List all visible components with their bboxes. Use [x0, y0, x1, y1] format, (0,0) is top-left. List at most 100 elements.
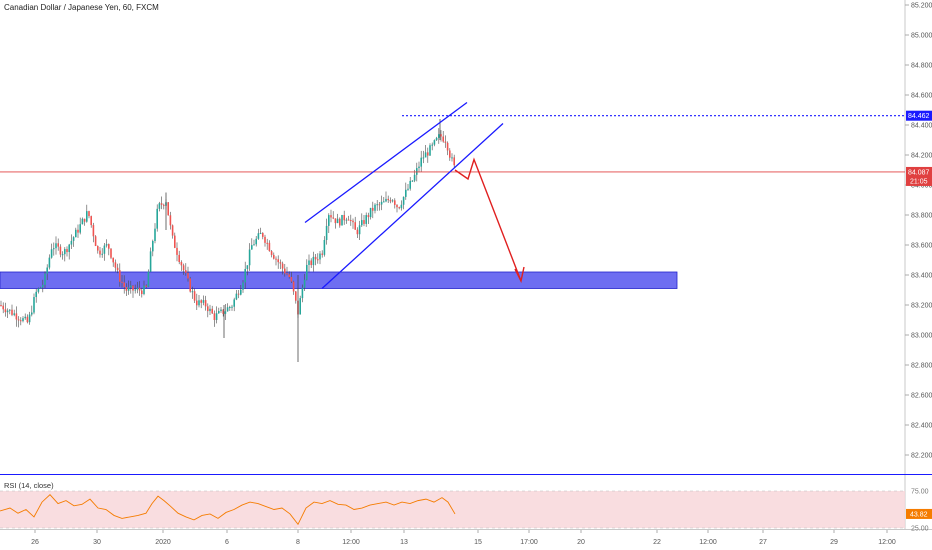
- candle-body: [202, 300, 205, 303]
- candle-body: [431, 144, 433, 146]
- candle-body: [284, 268, 286, 274]
- candle-body: [233, 299, 235, 307]
- candle-body: [277, 259, 279, 263]
- candle-body: [88, 211, 90, 217]
- candle-body: [17, 319, 20, 321]
- time-tick-label: 26: [31, 539, 39, 546]
- candle-body: [222, 309, 224, 314]
- candle-body: [303, 279, 306, 288]
- candle-body: [308, 260, 310, 265]
- candle-body: [13, 313, 15, 315]
- candle-body: [266, 242, 268, 244]
- price-tick-label: 83.600: [911, 243, 932, 250]
- candle-body: [235, 293, 238, 300]
- candle-body: [336, 218, 339, 224]
- candle-body: [189, 278, 191, 292]
- candle-body: [347, 219, 350, 221]
- support-zone[interactable]: [0, 271, 678, 289]
- candle-body: [163, 204, 165, 206]
- symbol-title[interactable]: Canadian Dollar / Japanese Yen, 60, FXCM: [4, 3, 159, 12]
- candle-body: [68, 244, 70, 253]
- candle-body: [169, 215, 172, 226]
- candle-body: [174, 235, 176, 248]
- candle-body: [361, 220, 363, 226]
- candle-body: [196, 300, 198, 306]
- candle-body: [209, 308, 211, 312]
- candle-body: [387, 198, 389, 201]
- candle-body: [312, 256, 315, 266]
- candle-body: [358, 225, 361, 235]
- price-tick-label: 83.400: [911, 273, 932, 280]
- candle-body: [262, 233, 264, 237]
- candle-body: [123, 282, 125, 287]
- candle-body: [114, 262, 117, 268]
- candle-body: [328, 215, 330, 226]
- candle-body: [97, 246, 99, 251]
- time-tick-label: 13: [400, 539, 408, 546]
- time-tick-label: 27: [759, 539, 767, 546]
- candle-body: [409, 180, 411, 189]
- candle-body: [158, 203, 161, 209]
- candle-body: [22, 318, 24, 322]
- candle-body: [200, 300, 202, 303]
- candle-body: [350, 220, 352, 222]
- candle-body: [61, 254, 64, 256]
- candle-body: [363, 220, 365, 224]
- candle-body: [204, 300, 207, 307]
- candle-body: [147, 271, 150, 287]
- candle-body: [367, 215, 370, 218]
- candle-body: [11, 309, 13, 315]
- candle-body: [105, 244, 108, 246]
- candle-body: [86, 211, 88, 222]
- candle-body: [211, 308, 213, 314]
- candle-body: [343, 215, 345, 221]
- candle-body: [374, 204, 376, 211]
- candle-body: [143, 285, 145, 295]
- candle-body: [229, 306, 231, 308]
- candle-body: [66, 249, 68, 253]
- time-tick-label: 12:00: [342, 539, 360, 546]
- candle-body: [420, 157, 422, 167]
- candle-body: [345, 219, 348, 221]
- candle-body: [110, 248, 112, 258]
- candle-body: [53, 248, 55, 250]
- candle-body: [136, 287, 139, 290]
- candle-body: [264, 236, 266, 243]
- candle-body: [125, 286, 128, 291]
- candle-body: [292, 281, 295, 292]
- resistance-price-tag: [906, 110, 932, 121]
- candle-body: [141, 290, 143, 295]
- candle-body: [121, 281, 123, 283]
- candle-body: [24, 316, 26, 319]
- candle-body: [55, 243, 57, 249]
- candle-body: [57, 243, 59, 247]
- rsi-indicator-label[interactable]: RSI (14, close): [4, 481, 54, 490]
- candle-body: [323, 239, 326, 255]
- candle-body: [435, 137, 438, 141]
- candle-body: [407, 188, 409, 190]
- candle-body: [400, 204, 403, 209]
- candle-body: [248, 249, 251, 266]
- candle-body: [341, 215, 343, 226]
- candle-body: [4, 309, 7, 313]
- candle-body: [356, 229, 359, 235]
- price-tick-label: 84.800: [911, 63, 932, 70]
- projection-arrow-path[interactable]: [454, 157, 522, 282]
- candle-body: [231, 306, 233, 308]
- channel-upper-line[interactable]: [304, 101, 468, 224]
- bar-countdown-label: 21:05: [910, 178, 928, 185]
- candle-body: [42, 284, 44, 288]
- candle-body: [411, 180, 414, 182]
- candle-body: [310, 260, 312, 266]
- candle-body: [257, 233, 260, 239]
- candle-body: [389, 200, 392, 202]
- candle-body: [413, 174, 416, 181]
- price-tick-label: 84.000: [911, 183, 932, 190]
- candle-body: [453, 157, 455, 166]
- channel-lower-line[interactable]: [321, 123, 504, 289]
- candle-body: [152, 240, 154, 252]
- candle-body: [317, 259, 319, 261]
- price-tick-label: 82.400: [911, 423, 932, 430]
- candle-body: [438, 134, 440, 138]
